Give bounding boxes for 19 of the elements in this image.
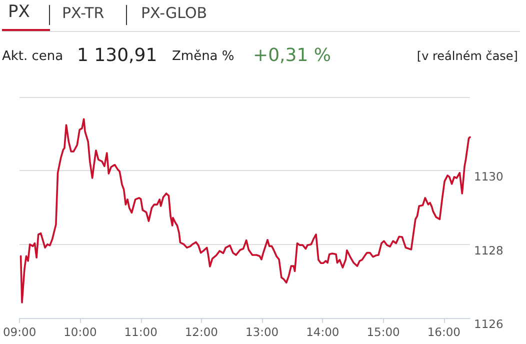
x-tick-label: 11:00 <box>124 325 158 339</box>
text: +0,31 % <box>253 45 331 66</box>
y-tick-label: 1128 <box>474 243 504 258</box>
text: Akt. cena <box>2 49 64 64</box>
x-tick-label: 12:00 <box>184 325 218 339</box>
text: 1 130,91 <box>77 45 158 66</box>
y-tick-label: 1130 <box>474 170 504 184</box>
x-tick-label: 10:00 <box>64 325 97 339</box>
x-tick-label: 13:00 <box>245 325 279 339</box>
text: PX-GLOB <box>141 4 208 22</box>
text: [v reálném čase] <box>416 49 518 63</box>
x-tick-label: 16:00 <box>427 325 461 339</box>
x-tick-label: 15:00 <box>366 325 400 339</box>
x-tick-label: 09:00 <box>2 325 36 339</box>
text: Změna % <box>172 49 234 64</box>
y-tick-label: 1126 <box>474 317 504 331</box>
text: PX-TR <box>62 4 104 22</box>
text: PX <box>8 2 30 22</box>
x-tick-label: 14:00 <box>306 325 340 339</box>
